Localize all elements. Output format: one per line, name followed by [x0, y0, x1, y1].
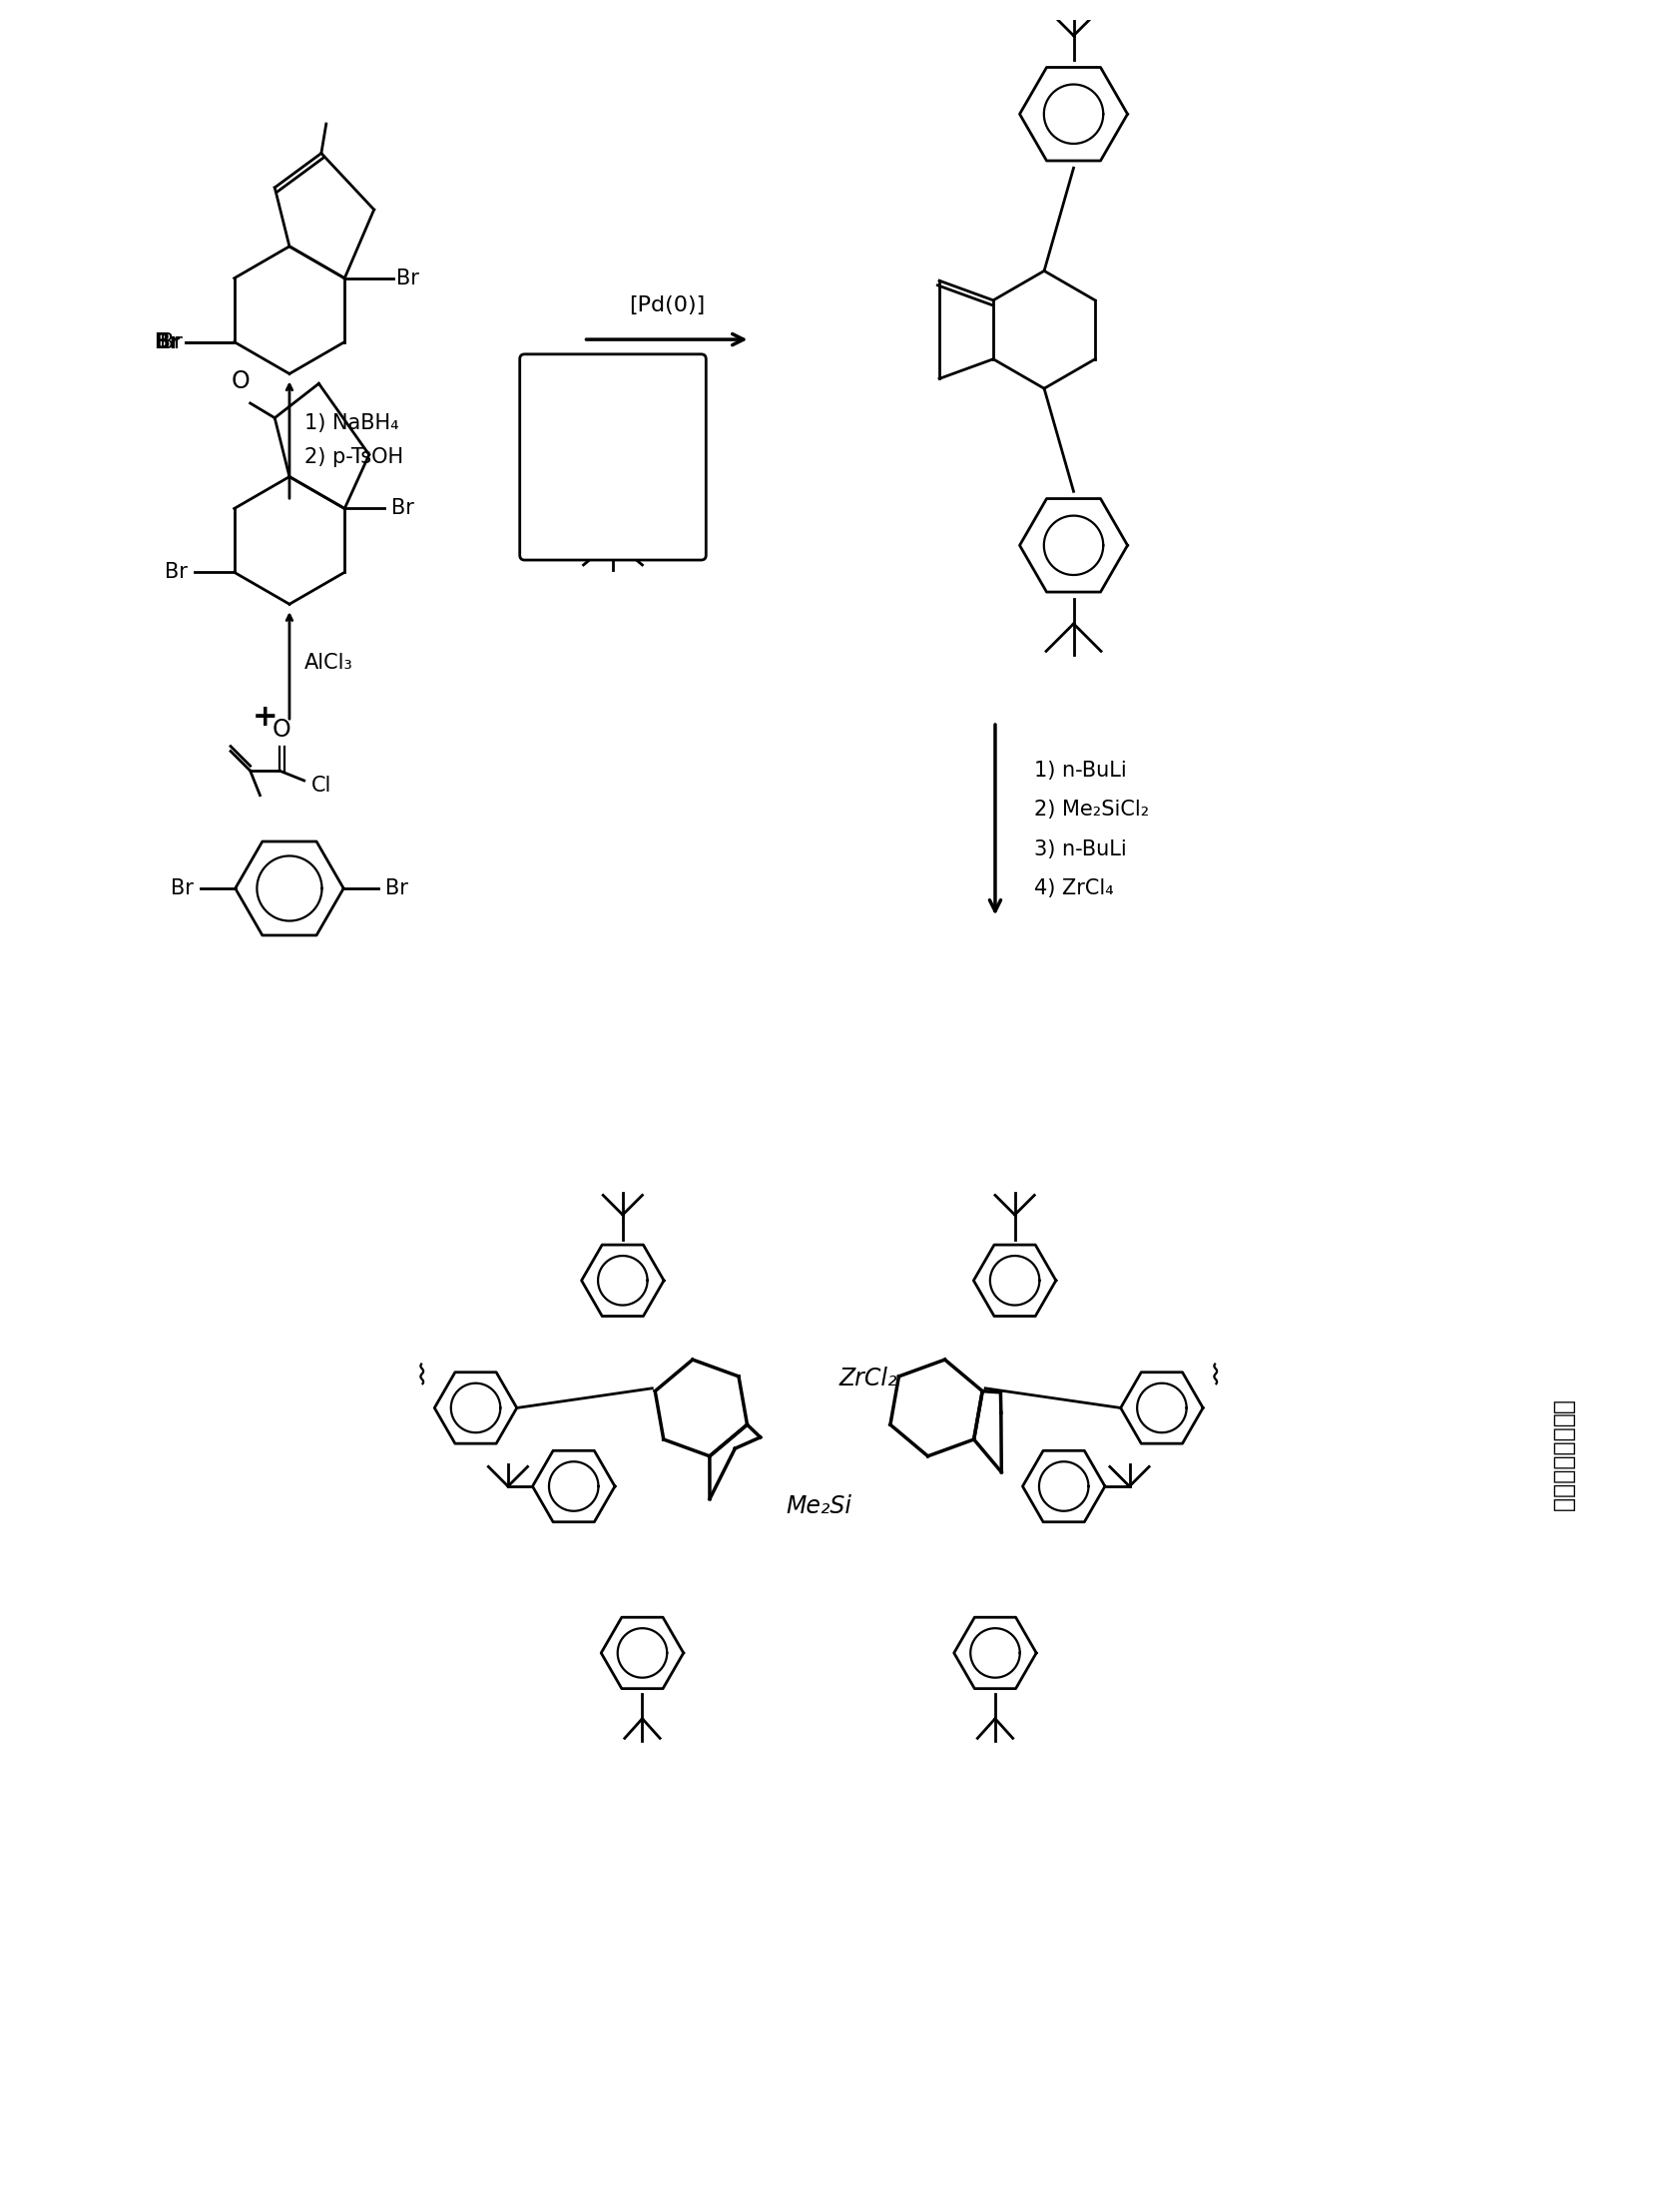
Text: 2) Me₂SiCl₂: 2) Me₂SiCl₂ [1035, 801, 1149, 821]
Text: [Pd(0)]: [Pd(0)] [630, 294, 704, 314]
Text: Br: Br [392, 498, 415, 518]
Text: ⌇: ⌇ [415, 1360, 429, 1389]
Text: AlCl₃: AlCl₃ [304, 653, 352, 672]
Text: Br: Br [397, 268, 419, 288]
Text: O: O [231, 369, 249, 394]
Text: Br: Br [159, 332, 183, 352]
Text: +: + [252, 703, 277, 732]
Text: Br: Br [154, 332, 181, 352]
Text: 1) n-BuLi: 1) n-BuLi [1035, 761, 1126, 781]
FancyBboxPatch shape [520, 354, 706, 560]
Text: ⌇: ⌇ [1209, 1360, 1222, 1389]
Text: B(OH)₂: B(OH)₂ [580, 383, 651, 403]
Text: Br: Br [385, 878, 409, 898]
Text: 3) n-BuLi: 3) n-BuLi [1035, 838, 1126, 858]
Text: ZrCl₂: ZrCl₂ [839, 1367, 897, 1391]
Text: O: O [272, 717, 291, 741]
Text: Cl: Cl [311, 776, 331, 796]
Text: 2) p-TsOH: 2) p-TsOH [304, 447, 404, 467]
Text: 1) NaBH₄: 1) NaBH₄ [304, 414, 399, 434]
Text: 纯的外消旋配合物: 纯的外消旋配合物 [1551, 1400, 1576, 1513]
Text: Me₂Si: Me₂Si [786, 1493, 852, 1517]
Text: Br: Br [164, 562, 188, 582]
Text: 4) ZrCl₄: 4) ZrCl₄ [1035, 878, 1115, 898]
Text: Br: Br [171, 878, 193, 898]
